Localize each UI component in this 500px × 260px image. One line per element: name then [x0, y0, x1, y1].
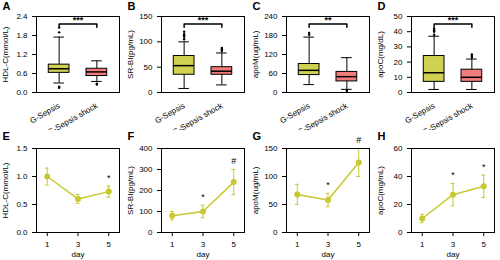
svg-text:120: 120	[264, 50, 278, 59]
svg-text:60: 60	[269, 69, 278, 78]
svg-text:3: 3	[451, 240, 456, 249]
svg-text:0: 0	[398, 228, 403, 237]
svg-text:*: *	[107, 173, 111, 183]
svg-text:apoM(ug/mL): apoM(ug/mL)	[251, 166, 260, 214]
svg-text:G: G	[253, 130, 262, 142]
svg-text:100: 100	[139, 207, 153, 216]
svg-text:1.5: 1.5	[16, 144, 28, 153]
svg-text:E: E	[3, 130, 10, 142]
svg-text:apoC(mg/mL): apoC(mg/mL)	[376, 166, 385, 215]
svg-text:apoM(ug/mL): apoM(ug/mL)	[251, 30, 260, 78]
svg-text:day: day	[322, 250, 335, 259]
svg-text:A: A	[3, 0, 11, 12]
svg-text:60: 60	[394, 144, 403, 153]
svg-text:H: H	[378, 130, 386, 142]
svg-text:SR-BI(pg/mL): SR-BI(pg/mL)	[126, 166, 135, 215]
svg-text:0: 0	[148, 88, 153, 97]
svg-text:180: 180	[264, 31, 278, 40]
svg-text:40: 40	[394, 27, 403, 36]
svg-text:5: 5	[232, 240, 237, 249]
svg-text:0: 0	[148, 228, 153, 237]
svg-text:50: 50	[394, 12, 403, 21]
svg-text:day: day	[447, 250, 460, 259]
svg-text:HDL-C(mmol/L): HDL-C(mmol/L)	[1, 26, 10, 82]
svg-text:0: 0	[398, 88, 403, 97]
svg-text:0.6: 0.6	[16, 69, 28, 78]
svg-text:F: F	[128, 130, 135, 142]
svg-text:*: *	[201, 192, 205, 202]
svg-text:1: 1	[45, 240, 50, 249]
svg-text:0: 0	[273, 88, 278, 97]
svg-text:50: 50	[269, 200, 278, 209]
svg-text:#: #	[231, 156, 236, 166]
svg-text:20: 20	[394, 200, 403, 209]
svg-text:G-Sepsis: G-Sepsis	[403, 101, 436, 125]
svg-text:200: 200	[139, 186, 153, 195]
svg-text:100: 100	[139, 37, 153, 46]
svg-text:HDL-C(mmol/L): HDL-C(mmol/L)	[1, 162, 10, 218]
svg-text:day: day	[197, 250, 210, 259]
svg-text:5: 5	[482, 240, 487, 249]
svg-text:G-Sepsis shock: G-Sepsis shock	[46, 101, 100, 137]
svg-text:G-Sepsis: G-Sepsis	[278, 101, 311, 125]
svg-text:3: 3	[326, 240, 331, 249]
svg-text:G-Sepsis shock: G-Sepsis shock	[171, 101, 225, 137]
svg-text:40: 40	[394, 172, 403, 181]
svg-text:0: 0	[273, 228, 278, 237]
svg-text:G-Sepsis: G-Sepsis	[28, 101, 61, 125]
svg-text:3: 3	[76, 240, 81, 249]
svg-text:3: 3	[201, 240, 206, 249]
svg-text:50: 50	[144, 63, 153, 72]
svg-text:30: 30	[394, 42, 403, 51]
svg-text:G-Sepsis shock: G-Sepsis shock	[296, 101, 350, 137]
svg-text:G-Sepsis shock: G-Sepsis shock	[421, 101, 475, 137]
svg-text:0.0: 0.0	[16, 88, 28, 97]
svg-text:1: 1	[420, 240, 425, 249]
svg-text:5: 5	[357, 240, 362, 249]
svg-text:0.0: 0.0	[16, 228, 28, 237]
svg-text:#: #	[356, 135, 361, 145]
svg-text:0.5: 0.5	[16, 200, 28, 209]
svg-text:1.0: 1.0	[16, 172, 28, 181]
svg-text:240: 240	[264, 12, 278, 21]
svg-text:400: 400	[139, 144, 153, 153]
svg-text:5: 5	[107, 240, 112, 249]
svg-text:C: C	[253, 0, 261, 12]
svg-text:150: 150	[139, 12, 153, 21]
svg-text:*: *	[326, 180, 330, 190]
svg-text:100: 100	[264, 172, 278, 181]
svg-text:apoC(mg/dL): apoC(mg/dL)	[376, 31, 385, 78]
svg-text:300: 300	[139, 165, 153, 174]
svg-text:D: D	[378, 0, 386, 12]
svg-text:SR-BI(pg/mL): SR-BI(pg/mL)	[126, 30, 135, 79]
svg-text:G-Sepsis: G-Sepsis	[153, 101, 186, 125]
svg-text:1.8: 1.8	[16, 31, 28, 40]
svg-text:day: day	[72, 250, 85, 259]
svg-text:1: 1	[295, 240, 300, 249]
svg-text:20: 20	[394, 58, 403, 67]
svg-text:150: 150	[264, 144, 278, 153]
svg-text:B: B	[128, 0, 136, 12]
svg-text:1: 1	[170, 240, 175, 249]
svg-text:*: *	[451, 170, 455, 180]
svg-text:1.2: 1.2	[16, 50, 28, 59]
svg-text:10: 10	[394, 73, 403, 82]
svg-text:*: *	[482, 162, 486, 172]
svg-text:2.4: 2.4	[16, 12, 28, 21]
